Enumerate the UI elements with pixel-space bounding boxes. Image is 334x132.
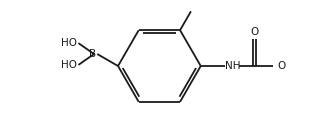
Text: HO: HO [61, 60, 77, 70]
Text: B: B [89, 49, 96, 59]
Text: NH: NH [225, 61, 241, 71]
Text: O: O [278, 61, 286, 71]
Text: O: O [250, 27, 259, 37]
Text: HO: HO [61, 38, 77, 48]
